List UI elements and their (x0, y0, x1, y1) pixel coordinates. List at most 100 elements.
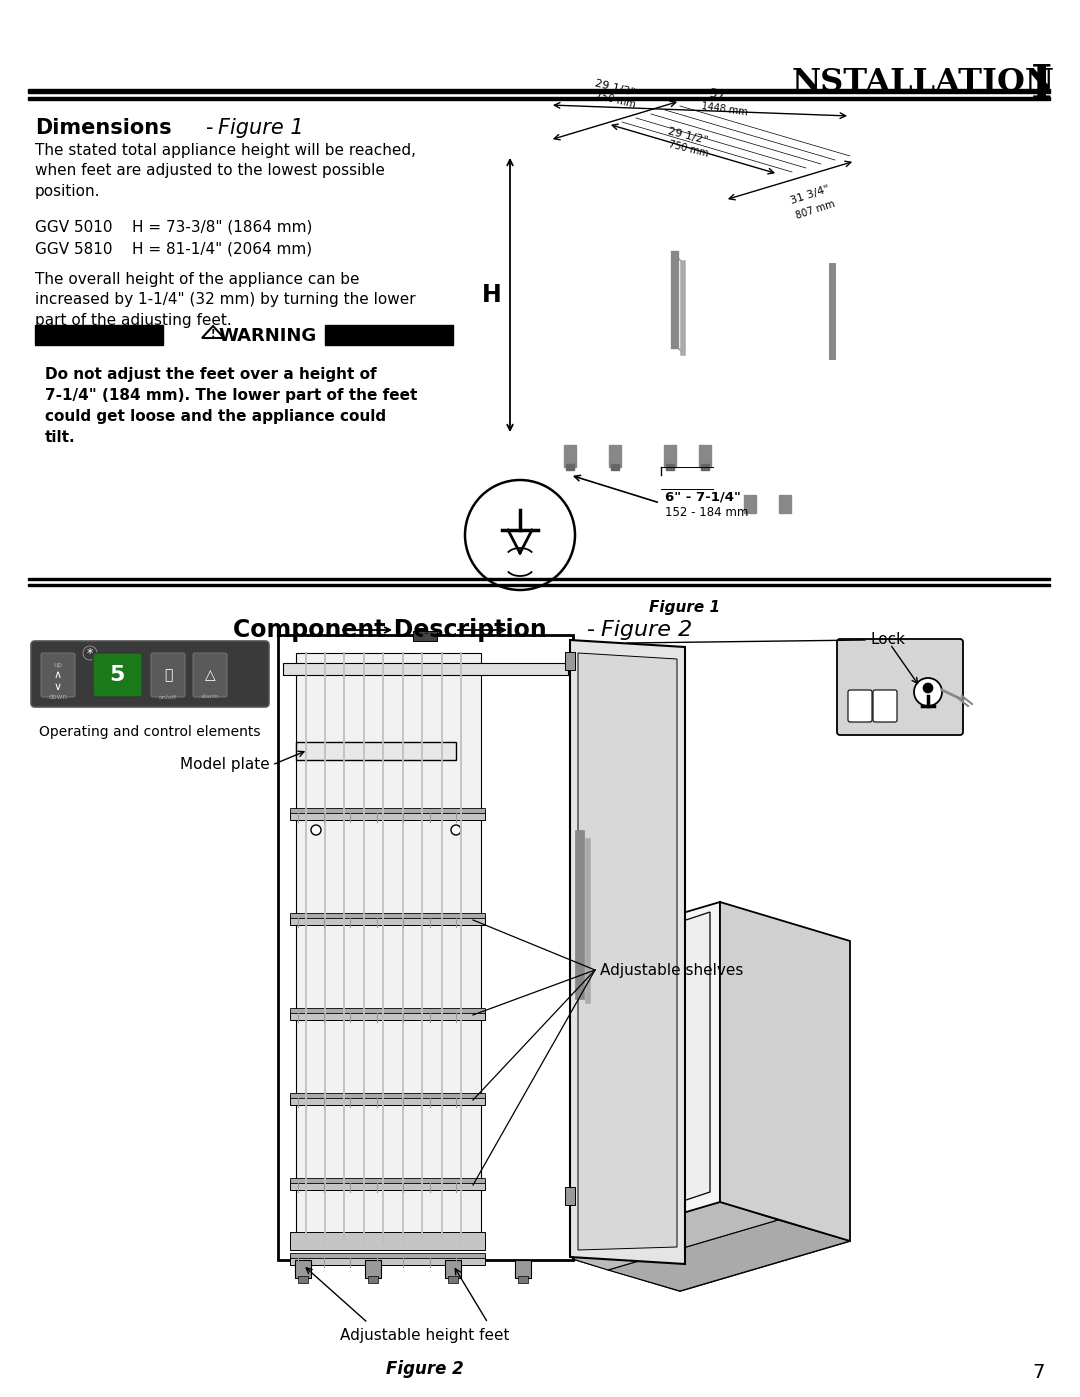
Text: 57": 57" (708, 87, 732, 103)
Text: 31 3/4": 31 3/4" (789, 184, 831, 205)
FancyBboxPatch shape (848, 690, 872, 722)
Text: 29 1/2": 29 1/2" (667, 126, 710, 145)
Text: 5: 5 (109, 665, 124, 685)
Text: on/off: on/off (159, 694, 177, 700)
Polygon shape (550, 1201, 778, 1270)
Bar (291, 1097, 485, 1105)
FancyBboxPatch shape (151, 652, 185, 697)
Bar (28, 578, 1050, 580)
Text: down: down (49, 694, 67, 700)
Text: alarm: alarm (201, 694, 219, 700)
Bar (291, 1180, 485, 1190)
Text: 807 mm: 807 mm (794, 198, 836, 221)
Polygon shape (561, 912, 710, 1242)
Text: The stated total appliance height will be reached,
when feet are adjusted to the: The stated total appliance height will b… (35, 142, 416, 198)
Text: ∧: ∧ (54, 671, 62, 680)
Polygon shape (570, 640, 685, 1264)
Bar (291, 1092, 485, 1098)
Text: 152 - 184 mm: 152 - 184 mm (665, 507, 748, 520)
Text: WARNING: WARNING (219, 327, 318, 345)
Text: Figure 1: Figure 1 (218, 117, 303, 138)
Circle shape (451, 826, 461, 835)
Bar (445, 1260, 461, 1278)
Bar (413, 631, 437, 641)
Bar (666, 464, 674, 469)
Bar (28, 584, 1050, 585)
Text: 1448 mm: 1448 mm (701, 101, 748, 117)
Bar (28, 96, 1050, 101)
Bar (325, 326, 453, 345)
Polygon shape (720, 902, 850, 1241)
Text: Lock: Lock (870, 631, 905, 647)
Bar (701, 464, 708, 469)
Bar (779, 495, 791, 513)
Text: Component Description: Component Description (233, 617, 546, 643)
FancyBboxPatch shape (193, 652, 227, 697)
FancyBboxPatch shape (41, 652, 75, 697)
Text: Figure 2: Figure 2 (600, 620, 692, 640)
Bar (278, 636, 573, 1260)
Bar (291, 1009, 485, 1013)
Text: 7: 7 (1032, 1363, 1045, 1382)
Bar (296, 652, 481, 1243)
Bar (609, 446, 621, 467)
Circle shape (311, 826, 321, 835)
Text: Operating and control elements: Operating and control elements (39, 725, 260, 739)
Circle shape (83, 645, 97, 659)
Text: !: ! (211, 330, 215, 339)
Bar (291, 914, 485, 918)
Bar (564, 446, 576, 467)
Text: -: - (588, 620, 603, 640)
FancyBboxPatch shape (31, 641, 269, 707)
Text: *: * (86, 647, 93, 659)
Text: △: △ (205, 668, 215, 682)
Bar (744, 495, 756, 513)
Text: Adjustable height feet: Adjustable height feet (340, 1329, 510, 1343)
Bar (566, 464, 573, 469)
Text: Adjustable shelves: Adjustable shelves (600, 963, 743, 978)
Polygon shape (608, 1220, 850, 1291)
Bar (515, 1260, 531, 1278)
Text: Figure 1: Figure 1 (649, 599, 720, 615)
Polygon shape (578, 652, 677, 1250)
Text: ∨: ∨ (54, 682, 62, 692)
Bar (565, 652, 575, 671)
Bar (291, 812, 485, 820)
Bar (699, 446, 711, 467)
FancyBboxPatch shape (873, 690, 897, 722)
Bar (28, 89, 1050, 94)
Circle shape (923, 683, 933, 693)
Text: ■: ■ (421, 631, 429, 640)
Bar (291, 807, 485, 813)
Text: GGV 5810    H = 81-1/4" (2064 mm): GGV 5810 H = 81-1/4" (2064 mm) (35, 242, 312, 257)
Text: H: H (482, 284, 502, 307)
Bar (291, 916, 485, 925)
Text: -: - (206, 117, 220, 138)
Text: up: up (54, 662, 63, 668)
Text: Figure 2: Figure 2 (387, 1361, 464, 1377)
Polygon shape (550, 1201, 850, 1291)
Bar (291, 1253, 485, 1259)
Circle shape (465, 481, 575, 590)
Bar (296, 742, 456, 760)
Bar (611, 464, 619, 469)
Text: 750 mm: 750 mm (594, 91, 636, 110)
Bar (291, 1178, 485, 1183)
Bar (291, 1011, 485, 1020)
Text: Dimensions: Dimensions (35, 117, 172, 138)
Bar (283, 664, 568, 675)
Bar (291, 1232, 485, 1250)
Text: 6" - 7-1/4": 6" - 7-1/4" (665, 490, 741, 503)
Text: The overall height of the appliance can be
increased by 1-1/4" (32 mm) by turnin: The overall height of the appliance can … (35, 272, 416, 328)
Text: 750 mm: 750 mm (667, 140, 708, 159)
FancyBboxPatch shape (93, 652, 141, 697)
Circle shape (914, 678, 942, 705)
Bar (368, 1275, 378, 1282)
Text: Do not adjust the feet over a height of
7-1/4" (184 mm). The lower part of the f: Do not adjust the feet over a height of … (45, 367, 417, 446)
Bar (295, 1260, 311, 1278)
Text: 29 1/2": 29 1/2" (594, 78, 636, 98)
Polygon shape (550, 902, 720, 1252)
Text: ⏻: ⏻ (164, 668, 172, 682)
Bar (365, 1260, 381, 1278)
Text: Model plate: Model plate (180, 757, 270, 773)
